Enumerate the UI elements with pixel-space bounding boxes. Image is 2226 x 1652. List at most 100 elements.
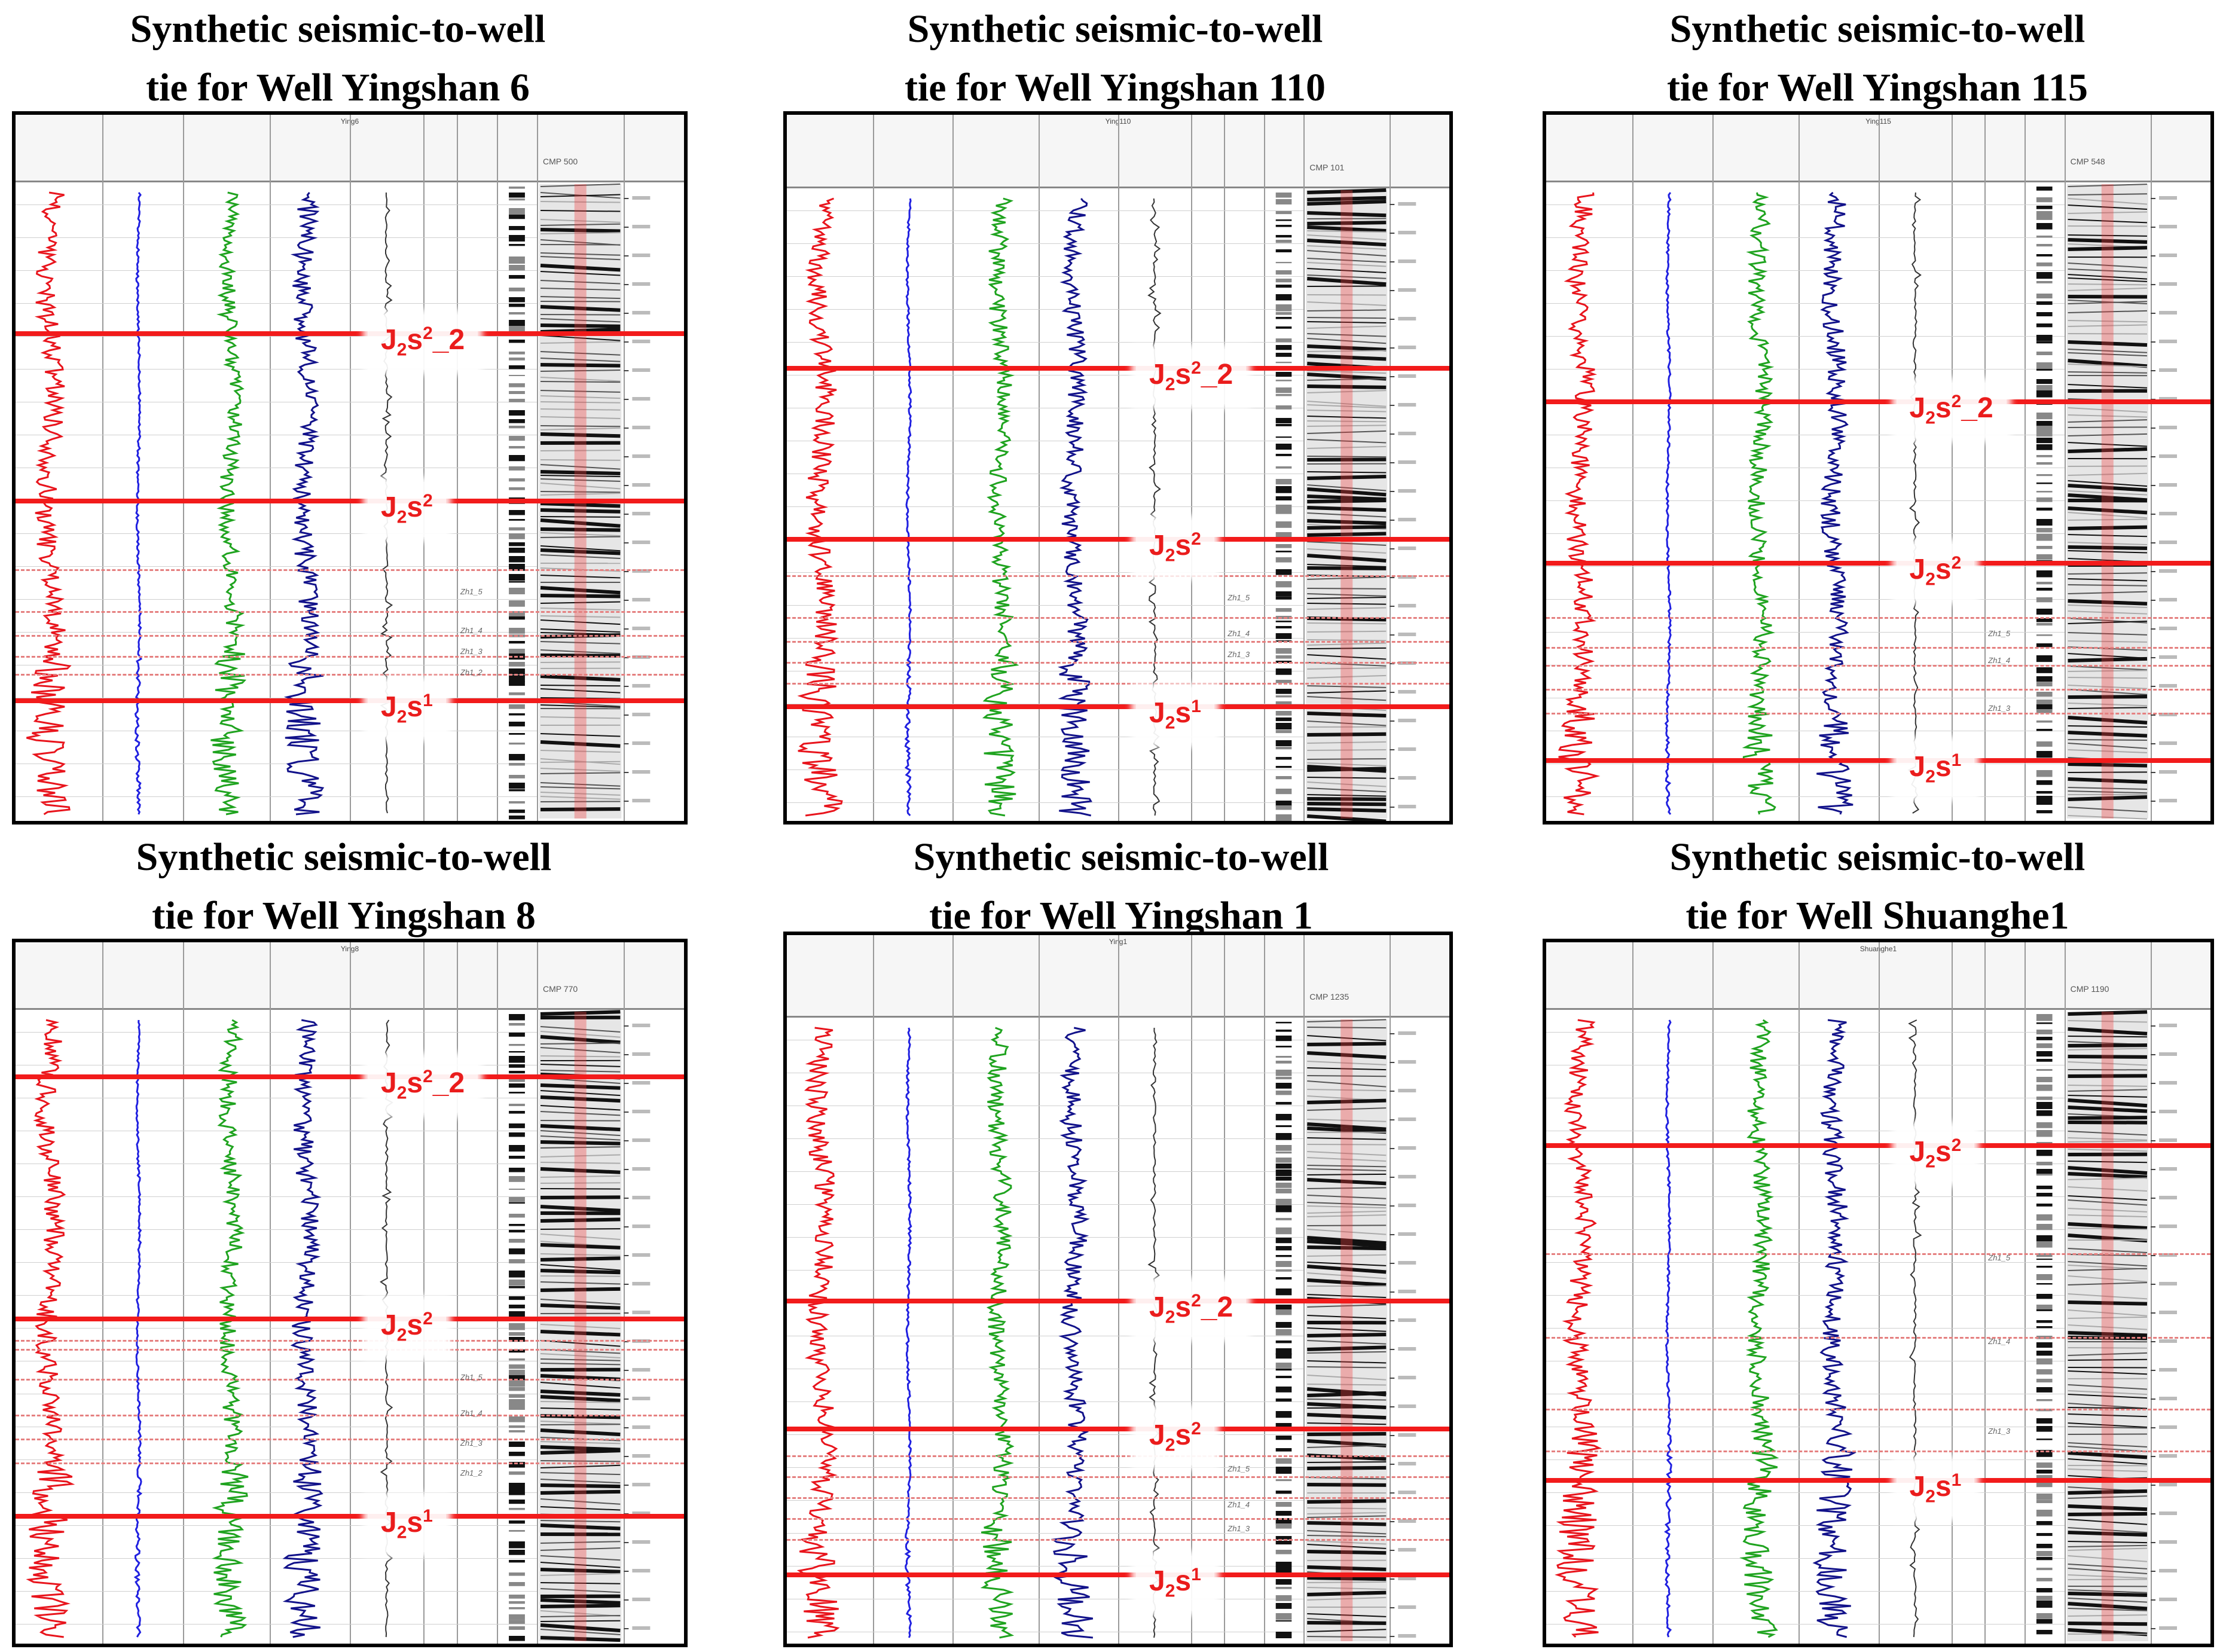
- seismic-reflector: [541, 341, 621, 344]
- seismic-reflector: [2068, 703, 2148, 707]
- seismic-reflector: [540, 1140, 621, 1146]
- track-separator: [1303, 935, 1305, 1644]
- seismic-reflector: [1307, 1035, 1387, 1042]
- seismic-reflector: [2068, 300, 2148, 304]
- well-tie-panel-yingshan-1: Ying1CMP 1235Zh1_5Zh1_4Zh1_3J2s2_2J2s2J2…: [783, 932, 1453, 1647]
- synthetic-trace-band: [509, 801, 525, 804]
- seismic-reflector: [1307, 762, 1387, 767]
- seismic-reflector: [540, 228, 621, 233]
- seismic-reflector: [1307, 321, 1387, 324]
- horizon-label-main: J: [1149, 697, 1165, 729]
- title-line-2: tie for Well Yingshan 115: [1666, 66, 2088, 109]
- depth-tick-label: [632, 512, 651, 515]
- synthetic-trace-band: [509, 399, 525, 402]
- synthetic-trace-band: [1275, 312, 1292, 315]
- seismic-reflector: [1307, 1507, 1387, 1510]
- seismic-reflector: [1307, 1587, 1387, 1590]
- depth-tick-label: [632, 397, 651, 401]
- track-header-title: Ying110: [787, 117, 1449, 126]
- synthetic-trace-band: [2036, 1482, 2053, 1488]
- zone-label: Zh1_5: [1227, 593, 1250, 602]
- seismic-reflector: [1307, 1327, 1387, 1332]
- seismic-reflector: [2068, 610, 2148, 615]
- seismic-reflector: [2068, 1222, 2148, 1230]
- depth-tick-label: [632, 368, 651, 372]
- seismic-reflector: [1307, 1272, 1387, 1280]
- seismic-reflector: [2068, 1422, 2148, 1428]
- synthetic-trace-band: [509, 1286, 525, 1288]
- seismic-reflector: [2068, 1316, 2148, 1319]
- depth-gridline: [787, 506, 1304, 507]
- depth-tick-label: [2159, 1511, 2178, 1515]
- zone-boundary-line: [1546, 1337, 2210, 1339]
- seismic-reflector: [2068, 283, 2148, 286]
- horizon-label: J2s2_2: [1896, 383, 2007, 438]
- seismic-reflector: [2068, 1282, 2148, 1285]
- sonic-log-curve: [1739, 1019, 1779, 1638]
- seismic-reflector: [541, 1253, 621, 1256]
- depth-tick-label: [632, 311, 651, 314]
- depth-tick-label: [632, 684, 651, 688]
- seismic-reflector: [541, 641, 621, 645]
- seismic-reflector: [540, 1445, 621, 1452]
- synthetic-trace-band: [1275, 262, 1292, 264]
- synthetic-trace-band: [509, 519, 525, 521]
- synthetic-trace-band: [509, 662, 525, 667]
- depth-tick-label: [632, 1598, 651, 1601]
- synthetic-trace-band: [2036, 294, 2053, 299]
- well-tie-panel-yingshan-6: Ying6CMP 500Zh1_5Zh1_4Zh1_3Zh1_2J2s2_2J2…: [12, 111, 688, 825]
- seismic-reflector: [1307, 494, 1387, 502]
- seismic-reflector: [1307, 372, 1387, 381]
- depth-tick-label: [2159, 1339, 2178, 1343]
- synthetic-trace-band: [2036, 534, 2053, 541]
- seismic-reflector: [1307, 221, 1387, 225]
- seismic-reflector: [1307, 1375, 1387, 1381]
- synthetic-trace-band: [1275, 505, 1292, 512]
- sonic-log-curve: [212, 1019, 249, 1638]
- well-log-tracks: [26, 1010, 651, 1642]
- seismic-reflector: [541, 1281, 621, 1285]
- synthetic-trace-band: [2036, 1059, 2053, 1062]
- seismic-reflector: [1307, 1225, 1387, 1226]
- seismic-reflector: [2068, 1177, 2148, 1180]
- seismic-reflector: [2068, 1602, 2148, 1611]
- seismic-reflector: [2068, 349, 2148, 353]
- zone-label: Zh1_2: [460, 1468, 483, 1477]
- depth-tick-label: [632, 1540, 651, 1544]
- zone-label: Zh1_3: [460, 647, 483, 656]
- seismic-reflector: [2068, 1085, 2148, 1087]
- synthetic-trace-band: [1275, 1169, 1292, 1177]
- seismic-reflector: [1307, 211, 1387, 218]
- seismic-reflector: [2068, 414, 2148, 418]
- horizon-label: J2s1: [1896, 741, 1975, 796]
- seismic-reflector: [1307, 1178, 1387, 1186]
- synthetic-trace-band: [2036, 1102, 2053, 1109]
- seismic-reflector: [2068, 1370, 2148, 1375]
- seismic-reflector: [2068, 1458, 2148, 1465]
- depth-gridline: [787, 1171, 1304, 1172]
- zone-label: Zh1_3: [1988, 1427, 2011, 1436]
- seismic-reflector: [541, 1055, 621, 1058]
- seismic-reflector: [1307, 1027, 1387, 1029]
- seismic-reflector: [1307, 1202, 1387, 1206]
- synthetic-trace-band: [509, 588, 525, 594]
- seismic-reflector: [541, 1162, 621, 1164]
- seismic-reflector: [1307, 1535, 1387, 1538]
- synthetic-trace-band: [509, 1626, 525, 1630]
- seismic-reflector: [1307, 1210, 1387, 1214]
- depth-gridline: [16, 1558, 538, 1559]
- seismic-reflector: [2068, 1131, 2148, 1136]
- synthetic-trace-band: [509, 1387, 525, 1391]
- depth-tick-label: [1398, 575, 1416, 579]
- sonic-log-curve: [1742, 192, 1776, 815]
- synthetic-trace-band: [509, 320, 525, 326]
- seismic-reflector: [1307, 564, 1387, 567]
- seismic-reflector: [1307, 245, 1387, 250]
- depth-gridline: [1546, 796, 2065, 797]
- synthetic-trace-band: [1275, 1218, 1292, 1220]
- seismic-reflector: [540, 1130, 621, 1137]
- seismic-reflector: [2068, 371, 2148, 374]
- depth-tick-label: [2159, 368, 2178, 372]
- depth-gridline: [787, 638, 1304, 639]
- seismic-reflector: [2068, 1166, 2148, 1175]
